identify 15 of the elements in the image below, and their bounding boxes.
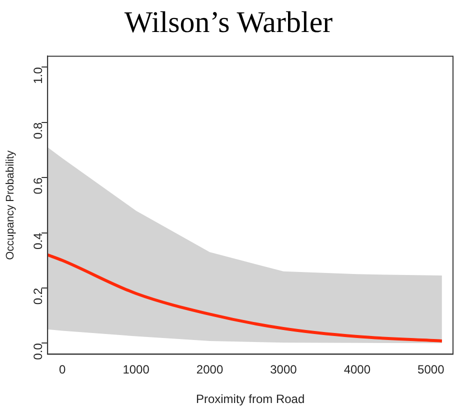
chart-title: Wilson’s Warbler bbox=[123, 6, 334, 41]
y-axis-title: Occupancy Probability bbox=[4, 150, 17, 260]
y-tick-label: 0.6 bbox=[30, 177, 45, 194]
x-tick-label: 2000 bbox=[196, 362, 224, 377]
y-tick-label: 0.4 bbox=[30, 232, 45, 250]
y-tick-label: 0.0 bbox=[30, 342, 45, 360]
x-tick-label: 3000 bbox=[270, 362, 298, 377]
y-tick-label: 1.0 bbox=[30, 66, 45, 84]
x-tick-label: 4000 bbox=[344, 362, 371, 377]
x-axis-title: Proximity from Road bbox=[196, 392, 305, 406]
x-tick-label: 1000 bbox=[122, 362, 150, 377]
y-tick-label: 0.2 bbox=[30, 288, 45, 305]
x-tick-label: 5000 bbox=[418, 362, 445, 377]
x-tick-label: 0 bbox=[59, 362, 66, 377]
y-tick-label: 0.8 bbox=[30, 122, 45, 140]
